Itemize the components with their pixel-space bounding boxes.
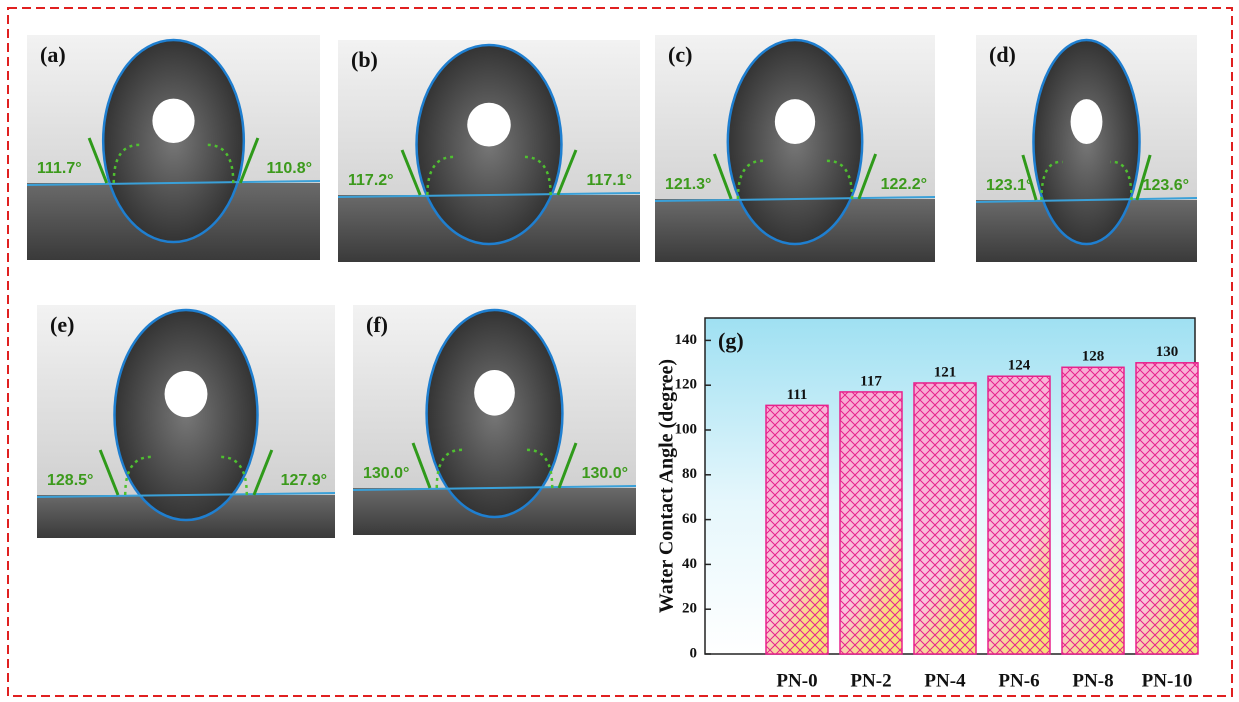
angle-label: 127.9° — [281, 472, 327, 489]
panel-label: (f) — [366, 312, 388, 337]
highlight — [467, 103, 510, 147]
value-label: 121 — [934, 364, 957, 380]
panel-label: (e) — [50, 312, 74, 337]
x-tick-label: PN-6 — [998, 670, 1039, 691]
highlight — [165, 371, 208, 417]
value-label: 111 — [787, 387, 808, 403]
angle-label: 117.2° — [348, 172, 394, 189]
value-label: 117 — [860, 373, 882, 389]
y-axis-label: Water Contact Angle (degree) — [656, 359, 678, 613]
x-tick-label: PN-0 — [776, 670, 817, 691]
panel-label: (g) — [718, 328, 744, 353]
value-label: 128 — [1082, 349, 1105, 365]
bar-hatch — [766, 405, 828, 654]
bar-hatch — [988, 376, 1050, 654]
angle-label: 122.2° — [881, 176, 927, 193]
bar-hatch — [840, 392, 902, 654]
y-tick-label: 60 — [682, 511, 697, 527]
y-tick-label: 100 — [675, 421, 698, 437]
highlight — [152, 99, 194, 143]
highlight — [1071, 99, 1103, 144]
y-tick-label: 0 — [690, 645, 698, 661]
y-tick-label: 120 — [675, 377, 698, 393]
highlight — [775, 99, 815, 144]
angle-label: 121.3° — [665, 176, 711, 193]
panel-label: (d) — [989, 42, 1016, 67]
bar-hatch — [1136, 363, 1198, 654]
y-tick-label: 40 — [682, 556, 697, 572]
x-tick-label: PN-2 — [850, 670, 891, 691]
x-tick-label: PN-4 — [924, 670, 966, 691]
angle-label: 117.1° — [586, 172, 632, 189]
highlight — [474, 370, 515, 416]
angle-label: 111.7° — [37, 160, 82, 177]
figure: Water Contact Angle (degree) (g) (a) 111.… — [0, 0, 1239, 702]
angle-label: 128.5° — [47, 472, 93, 489]
x-tick-label: PN-8 — [1072, 670, 1113, 691]
value-label: 130 — [1156, 344, 1179, 360]
x-tick-label: PN-10 — [1142, 670, 1193, 691]
bar-hatch — [914, 383, 976, 654]
value-label: 124 — [1008, 358, 1031, 374]
panel-label: (c) — [668, 42, 692, 67]
angle-label: 123.6° — [1143, 177, 1189, 194]
y-tick-label: 20 — [682, 601, 697, 617]
angle-label: 123.1° — [986, 177, 1032, 194]
panel-label: (a) — [40, 42, 66, 67]
y-tick-label: 80 — [682, 466, 697, 482]
y-tick-label: 140 — [675, 332, 698, 348]
angle-label: 110.8° — [266, 160, 312, 177]
panel-label: (b) — [351, 47, 378, 72]
angle-label: 130.0° — [582, 465, 628, 482]
angle-label: 130.0° — [363, 465, 409, 482]
bar-hatch — [1062, 367, 1124, 654]
